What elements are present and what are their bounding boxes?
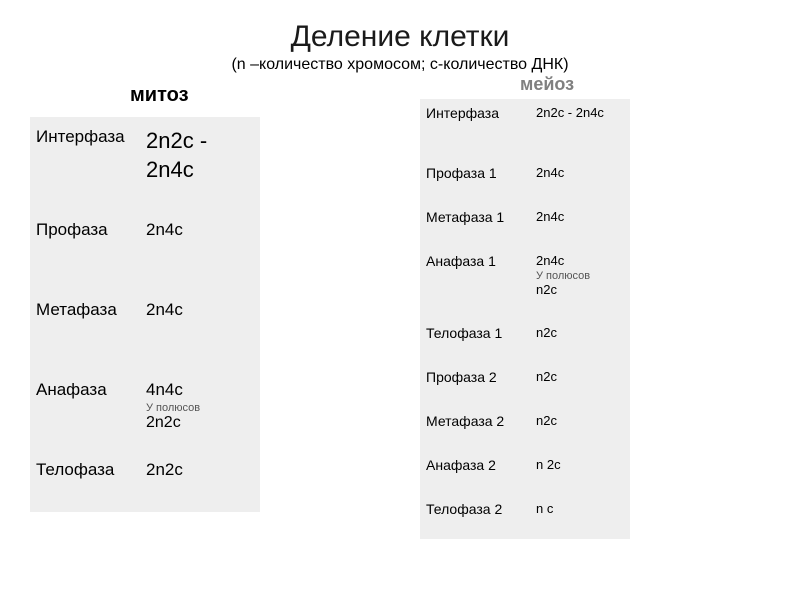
phase-note: У полюсов (536, 270, 624, 282)
table-row: Профаза 2 n2c (420, 363, 630, 407)
phase-label: Телофаза 2 (426, 501, 536, 533)
table-row: Телофаза 2 n c (420, 495, 630, 539)
phase-label: Телофаза (36, 460, 146, 504)
meiosis-heading: мейоз (420, 74, 630, 95)
table-row: Метафаза 2 n2c (420, 407, 630, 451)
table-row: Интерфаза 2n2c - 2n4c (30, 117, 260, 212)
phase-value: 2n2c - 2n4c (146, 127, 254, 202)
content-area: митоз Интерфаза 2n2c - 2n4c Профаза 2n4c… (30, 84, 770, 539)
table-row: Анафаза 4n4c У полюсов 2n2c (30, 372, 260, 452)
phase-extra: 2n2c (146, 414, 254, 432)
phase-value-main: 2n4c (536, 253, 564, 268)
phase-value: n 2c (536, 457, 624, 489)
phase-value: 2n4c (536, 209, 624, 241)
phase-value: 2n2c (146, 460, 254, 504)
phase-label: Анафаза 1 (426, 253, 536, 313)
table-row: Анафаза 2 n 2c (420, 451, 630, 495)
table-row: Метафаза 1 2n4c (420, 203, 630, 247)
phase-value-main: 4n4c (146, 380, 183, 399)
phase-label: Интерфаза (36, 127, 146, 202)
meiosis-table: Интерфаза 2n2c - 2n4c Профаза 1 2n4c Мет… (420, 99, 630, 539)
phase-label: Профаза 2 (426, 369, 536, 401)
table-row: Телофаза 2n2c (30, 452, 260, 512)
phase-value: 4n4c У полюсов 2n2c (146, 380, 254, 444)
phase-value: n2c (536, 325, 624, 357)
phase-label: Профаза (36, 220, 146, 284)
table-row: Интерфаза 2n2c - 2n4c (420, 99, 630, 159)
phase-label: Профаза 1 (426, 165, 536, 197)
table-row: Профаза 2n4c (30, 212, 260, 292)
table-row: Телофаза 1 n2c (420, 319, 630, 363)
mitosis-heading: митоз (30, 84, 260, 107)
mitosis-table: Интерфаза 2n2c - 2n4c Профаза 2n4c Метаф… (30, 117, 260, 512)
phase-label: Анафаза 2 (426, 457, 536, 489)
meiosis-column: мейоз Интерфаза 2n2c - 2n4c Профаза 1 2n… (420, 74, 630, 539)
phase-extra: n2c (536, 282, 624, 297)
phase-value: 2n4c У полюсов n2c (536, 253, 624, 313)
phase-value: 2n4c (536, 165, 624, 197)
table-row: Профаза 1 2n4c (420, 159, 630, 203)
phase-value: 2n4c (146, 300, 254, 364)
phase-label: Интерфаза (426, 105, 536, 153)
table-row: Метафаза 2n4c (30, 292, 260, 372)
phase-label: Анафаза (36, 380, 146, 444)
mitosis-column: митоз Интерфаза 2n2c - 2n4c Профаза 2n4c… (30, 84, 260, 539)
phase-label: Метафаза 1 (426, 209, 536, 241)
page-title: Деление клетки (30, 20, 770, 54)
phase-value: 2n4c (146, 220, 254, 284)
phase-label: Метафаза (36, 300, 146, 364)
page-subtitle: (n –количество хромосом; с-количество ДН… (30, 56, 770, 74)
phase-value: n2c (536, 369, 624, 401)
phase-note: У полюсов (146, 402, 254, 414)
phase-value: 2n2c - 2n4c (536, 105, 624, 153)
phase-value: n2c (536, 413, 624, 445)
phase-value: n c (536, 501, 624, 533)
table-row: Анафаза 1 2n4c У полюсов n2c (420, 247, 630, 319)
phase-label: Телофаза 1 (426, 325, 536, 357)
phase-label: Метафаза 2 (426, 413, 536, 445)
